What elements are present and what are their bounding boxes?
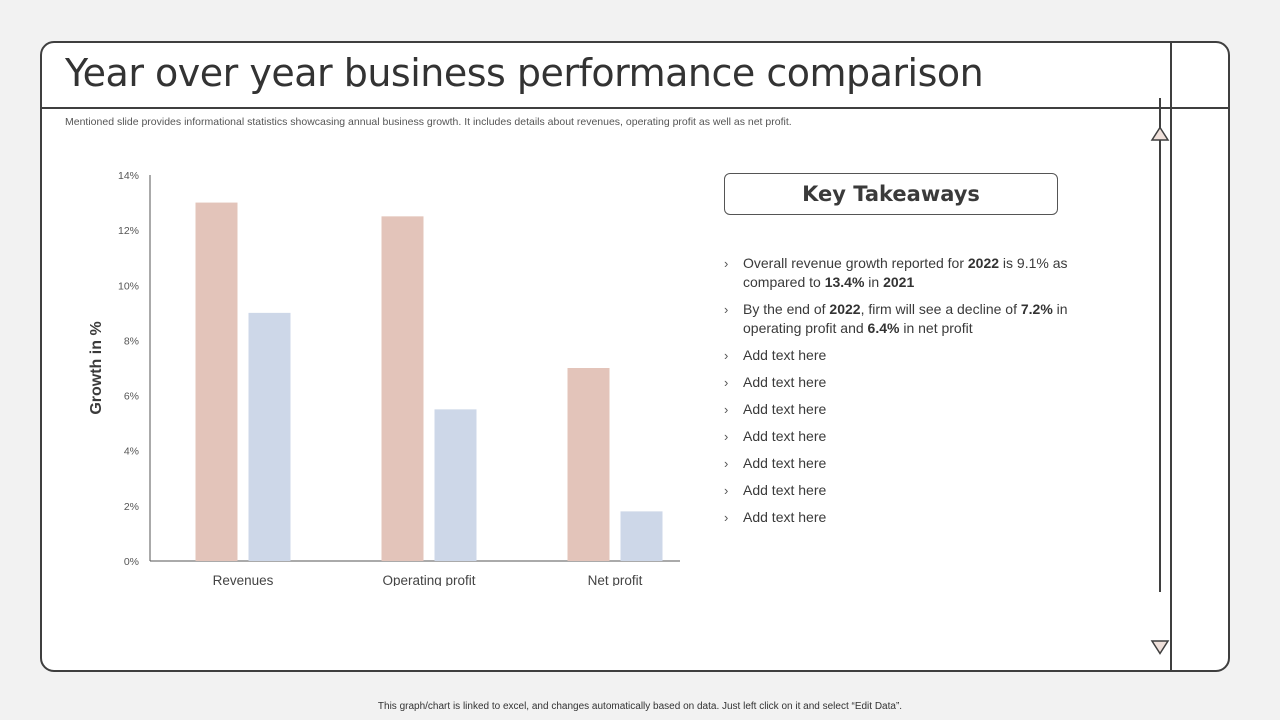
placeholder-text[interactable]: Add text here xyxy=(743,455,827,471)
bullet-text: in net profit xyxy=(899,320,973,336)
chevron-right-icon: › xyxy=(724,256,729,271)
chevron-right-icon: › xyxy=(724,510,729,525)
takeaways-list: › Overall revenue growth reported for 20… xyxy=(722,254,1082,535)
bar-chart[interactable]: 0% 2% 4% 6% 8% 10% 12% 14% Growth in % Revenues Op… xyxy=(40,126,708,615)
bullet-bold: 6.4% xyxy=(867,320,900,336)
bullet-text: , firm will see a decline of xyxy=(860,301,1021,317)
list-item[interactable]: › Add text here xyxy=(722,427,1082,446)
scroll-track[interactable] xyxy=(1159,98,1161,592)
y-tick-label: 12% xyxy=(118,225,139,237)
footnote: This graph/chart is linked to excel, and… xyxy=(377,701,903,712)
bullet-bold: 2022 xyxy=(967,255,1000,271)
bar-2022-net-profit xyxy=(567,368,610,561)
list-item[interactable]: › Add text here xyxy=(722,508,1082,527)
bar-2022-revenues xyxy=(195,202,238,562)
placeholder-text[interactable]: Add text here xyxy=(743,401,827,417)
bullet-text: By the end of xyxy=(743,301,830,317)
y-tick-label: 14% xyxy=(118,170,139,182)
bullet-text: in operating profit and xyxy=(743,301,1068,336)
y-axis-title: Growth in % xyxy=(88,321,105,414)
list-item: › Overall revenue growth reported for 20… xyxy=(722,254,1082,292)
chevron-right-icon: › xyxy=(724,456,729,471)
x-tick-label: Operating profit xyxy=(382,573,475,586)
y-tick-label: 10% xyxy=(118,280,139,292)
chevron-right-icon: › xyxy=(724,402,729,417)
bullet-bold: 13.4% xyxy=(824,274,865,290)
bullet-text: is 9.1% as compared to xyxy=(743,255,1068,290)
list-item[interactable]: › Add text here xyxy=(722,481,1082,500)
page-subtitle: Mentioned slide provides informational s… xyxy=(65,116,792,128)
placeholder-text[interactable]: Add text here xyxy=(743,509,827,525)
bar-2022-operating-profit xyxy=(381,216,424,561)
chart-canvas: 0% 2% 4% 6% 8% 10% 12% 14% Growth in % Revenues Op… xyxy=(88,170,708,615)
list-item: › By the end of 2022, firm will see a de… xyxy=(722,300,1082,338)
chevron-right-icon: › xyxy=(724,348,729,363)
bar-2023-revenues xyxy=(248,312,291,561)
bullet-text: Overall revenue growth reported for xyxy=(743,255,968,271)
y-tick-label: 2% xyxy=(124,501,139,513)
bullet-bold: 2021 xyxy=(883,274,915,290)
key-takeaways-title: Key Takeaways xyxy=(802,182,980,206)
chevron-right-icon: › xyxy=(724,302,729,317)
y-tick-label: 8% xyxy=(124,335,139,347)
bullet-bold: 7.2% xyxy=(1020,301,1053,317)
x-tick-label: Revenues xyxy=(213,573,274,586)
bar-2023-net-profit xyxy=(620,511,663,561)
chevron-right-icon: › xyxy=(724,429,729,444)
key-takeaways-header: Key Takeaways xyxy=(724,173,1058,215)
x-tick-label: Net profit xyxy=(588,573,643,586)
y-tick-label: 6% xyxy=(124,391,139,403)
title-divider xyxy=(42,107,1228,109)
list-item[interactable]: › Add text here xyxy=(722,400,1082,419)
bullet-bold: 2022 xyxy=(829,301,861,317)
chevron-right-icon: › xyxy=(724,375,729,390)
slide-frame: Year over year business performance comp… xyxy=(40,41,1230,672)
page-title: Year over year business performance comp… xyxy=(65,51,984,95)
placeholder-text[interactable]: Add text here xyxy=(743,347,827,363)
bar-2023-operating-profit xyxy=(434,409,477,561)
scroll-up-icon[interactable] xyxy=(1149,126,1171,142)
side-divider xyxy=(1170,43,1172,670)
placeholder-text[interactable]: Add text here xyxy=(743,374,827,390)
list-item[interactable]: › Add text here xyxy=(722,373,1082,392)
y-tick-label: 4% xyxy=(124,446,139,458)
list-item[interactable]: › Add text here xyxy=(722,454,1082,473)
chevron-right-icon: › xyxy=(724,483,729,498)
bullet-text: in xyxy=(864,274,884,290)
list-item[interactable]: › Add text here xyxy=(722,346,1082,365)
y-tick-label: 0% xyxy=(124,556,139,568)
placeholder-text[interactable]: Add text here xyxy=(743,482,827,498)
placeholder-text[interactable]: Add text here xyxy=(743,428,827,444)
scroll-down-icon[interactable] xyxy=(1149,639,1171,655)
